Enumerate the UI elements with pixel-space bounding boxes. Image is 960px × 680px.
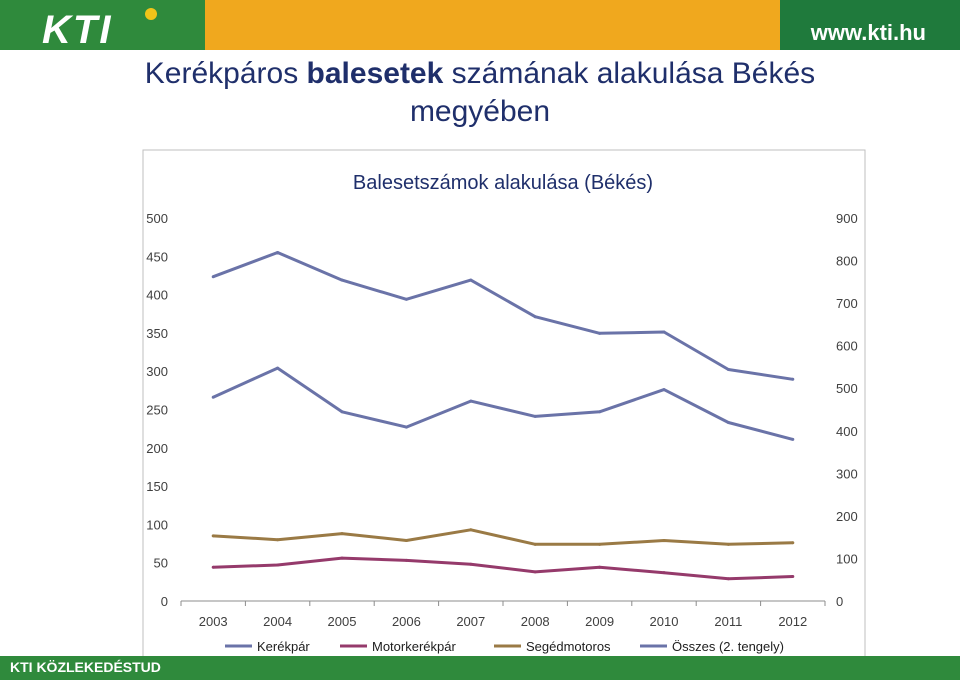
x-tick-label: 2008 <box>521 614 550 629</box>
series-point <box>404 297 408 301</box>
series-point <box>791 574 795 578</box>
series-line-2 <box>213 556 793 581</box>
series-point <box>662 538 666 542</box>
series-point <box>726 577 730 581</box>
series-point <box>533 542 537 546</box>
series-point <box>598 565 602 569</box>
series-point <box>211 534 215 538</box>
series-point <box>276 538 280 542</box>
series-point <box>791 437 795 441</box>
x-tick-label: 2007 <box>456 614 485 629</box>
right-tick-label: 0 <box>836 594 843 609</box>
left-tick-label: 0 <box>161 594 168 609</box>
series-point <box>340 532 344 536</box>
x-tick-label: 2011 <box>714 614 742 629</box>
series-point <box>726 542 730 546</box>
left-tick-label: 50 <box>154 556 168 571</box>
kti-logo: KTI <box>42 8 113 52</box>
page-title-part1: Kerékpáros <box>144 57 307 90</box>
right-tick-label: 500 <box>836 381 858 396</box>
left-tick-label: 350 <box>146 326 168 341</box>
x-tick-label: 2004 <box>263 614 292 629</box>
left-tick-label: 100 <box>146 517 168 532</box>
website-link[interactable]: www.kti.hu <box>810 20 926 45</box>
series-point <box>404 538 408 542</box>
right-tick-label: 200 <box>836 509 858 524</box>
series-point <box>211 565 215 569</box>
series-point <box>276 250 280 254</box>
left-axis: 0 50 100 150 200 250 300 350 400 450 500 <box>146 211 168 609</box>
series-point <box>726 421 730 425</box>
right-tick-label: 800 <box>836 254 858 269</box>
series-point <box>533 315 537 319</box>
series-line-3 <box>213 528 793 546</box>
right-tick-label: 700 <box>836 296 858 311</box>
left-tick-label: 200 <box>146 441 168 456</box>
series-point <box>662 330 666 334</box>
x-tick-label: 2005 <box>328 614 357 629</box>
series-point <box>598 410 602 414</box>
x-tick-label: 2006 <box>392 614 421 629</box>
series-point <box>726 367 730 371</box>
website-banner <box>780 0 960 50</box>
series-point <box>469 562 473 566</box>
right-axis: 0 100 200 300 400 500 600 700 800 900 <box>836 211 858 609</box>
series-point <box>469 278 473 282</box>
right-tick-label: 100 <box>836 551 858 566</box>
logo-banner <box>0 0 205 50</box>
x-tick-label: 2012 <box>778 614 807 629</box>
x-axis: 2003 2004 2005 2006 2007 2008 2009 2010 2011 2012 <box>180 601 826 629</box>
series-point <box>791 541 795 545</box>
legend-label: Összes (2. tengely) <box>672 639 784 654</box>
series-point <box>211 275 215 279</box>
x-tick-label: 2003 <box>199 614 228 629</box>
right-tick-label: 600 <box>836 339 858 354</box>
series-point <box>276 366 280 370</box>
chart-title: Balesetszámok alakulása (Békés) <box>353 172 653 194</box>
left-tick-label: 250 <box>146 403 168 418</box>
right-tick-label: 900 <box>836 211 858 226</box>
footer-bar <box>0 656 960 680</box>
series-point <box>340 278 344 282</box>
left-tick-label: 150 <box>146 479 168 494</box>
legend: Kerékpár Motorkerékpár Segédmotoros Összes … <box>225 639 784 654</box>
left-tick-label: 500 <box>146 211 168 226</box>
series-point <box>791 377 795 381</box>
series-group <box>211 250 795 581</box>
left-tick-label: 300 <box>146 364 168 379</box>
x-tick-label: 2009 <box>585 614 614 629</box>
series-point <box>533 414 537 418</box>
series-point <box>340 556 344 560</box>
series-point <box>404 558 408 562</box>
chart-frame <box>142 149 866 663</box>
page-title-bold: balesetek <box>306 57 444 90</box>
series-point <box>404 425 408 429</box>
series-point <box>211 395 215 399</box>
x-tick-label: 2010 <box>650 614 679 629</box>
page-title: Kerékpáros balesetek számának alakulása … <box>110 55 850 131</box>
page-title-part2: számának alakulása Békés megyében <box>409 57 816 128</box>
series-point <box>598 542 602 546</box>
series-line-4 <box>212 251 794 381</box>
logo-sun-icon <box>145 8 157 20</box>
footer-text: KTI KÖZLEKEDÉSTUD <box>10 659 161 675</box>
legend-label: Segédmotoros <box>526 639 611 654</box>
legend-label: Kerékpár <box>257 639 310 654</box>
series-point <box>276 563 280 567</box>
series-point <box>340 410 344 414</box>
series-point <box>662 571 666 575</box>
series-point <box>469 528 473 532</box>
legend-label: Motorkerékpár <box>372 639 456 654</box>
left-tick-label: 450 <box>146 249 168 264</box>
series-point <box>533 570 537 574</box>
left-tick-label: 400 <box>146 288 168 303</box>
right-tick-label: 300 <box>836 466 858 481</box>
right-tick-label: 400 <box>836 424 858 439</box>
series-point <box>662 388 666 392</box>
series-line-1 <box>212 366 794 441</box>
series-point <box>598 331 602 335</box>
series-point <box>469 399 473 403</box>
header-banner <box>205 0 780 50</box>
